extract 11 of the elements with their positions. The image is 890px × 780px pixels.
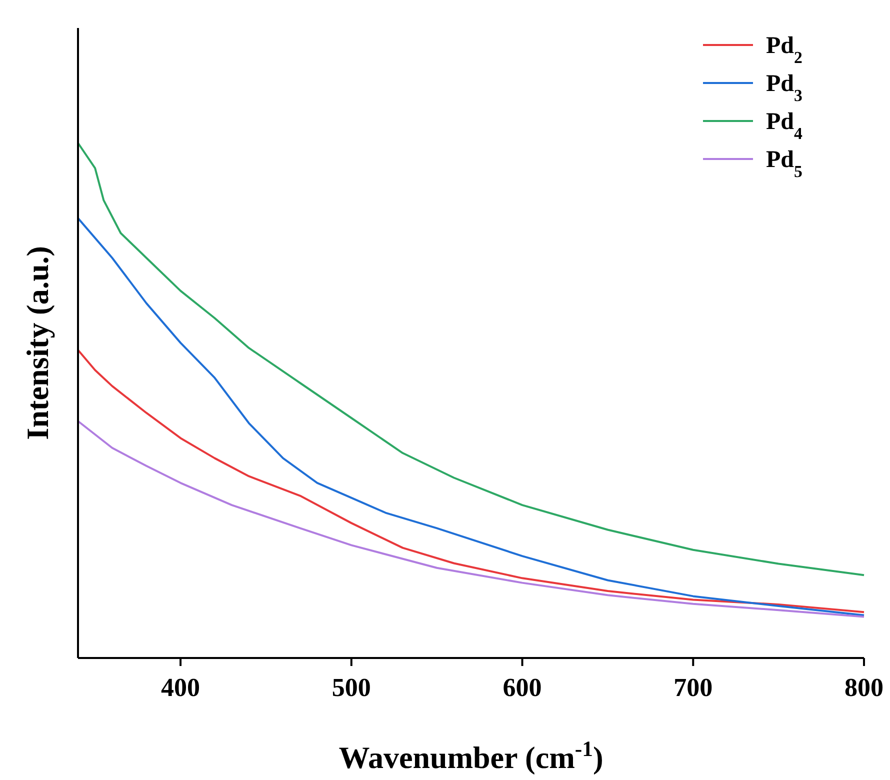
x-tick-label: 800	[844, 673, 884, 702]
x-tick-label: 400	[161, 673, 200, 702]
x-tick-label: 500	[332, 673, 371, 702]
legend-label: Pd$_{3}$	[766, 71, 802, 104]
x-axis-title: Wavenumber (cm$^{-1}$)	[338, 737, 604, 775]
x-tick-label: 600	[502, 673, 542, 702]
legend-label: Pd$_{2}$	[766, 33, 802, 66]
legend-label: Pd$_{4}$	[766, 109, 804, 142]
x-tick-label: 700	[674, 673, 713, 702]
legend-label: Pd$_{5}$	[766, 147, 802, 180]
y-axis-title: Intensity (a.u.)	[20, 246, 55, 440]
